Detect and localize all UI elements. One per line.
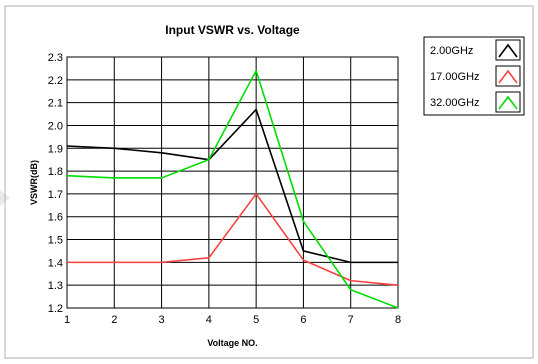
legend-swatch-line [498,43,518,58]
chart-title: Input VSWR vs. Voltage [165,23,300,37]
x-tick-label: 2 [111,314,117,326]
x-tick-label: 8 [395,314,401,326]
legend-label: 32.00GHz [430,97,480,109]
series-lines [66,69,399,309]
y-tick-label: 2.0 [48,120,63,132]
x-tick-label: 6 [300,314,306,326]
grid-lines [66,56,399,309]
y-tick-label: 2.3 [48,52,63,64]
y-tick-label: 1.9 [48,143,63,155]
x-tick-label: 3 [159,314,165,326]
legend-label: 17.00GHz [430,71,480,83]
y-tick-label: 1.7 [48,189,63,201]
x-tick-label: 1 [64,314,70,326]
legend: 2.00GHz 17.00GHz 32.00GHz [423,36,525,116]
y-tick-label: 2.2 [48,75,63,87]
legend-swatch-line [498,95,518,110]
y-tick-label: 1.8 [48,166,63,178]
legend-swatch-line [498,69,518,84]
series-line-1 [66,108,398,264]
legend-label: 2.00GHz [430,45,473,57]
y-tick-label: 1.3 [48,280,63,292]
legend-swatch [495,65,521,87]
legend-swatch [495,39,521,61]
series-line-3 [66,69,399,309]
y-tick-label: 1.5 [48,235,63,247]
chart-border [4,5,534,359]
y-tick-label: 1.4 [48,257,63,269]
x-tick-label: 5 [253,314,259,326]
y-tick-label: 1.2 [48,303,63,315]
x-tick-label: 4 [206,314,212,326]
x-axis-label: Voltage NO. [207,338,257,348]
tick-labels: 1 2 3 4 5 6 7 8 1.2 1.3 1.4 1.5 1.6 1.7 1.8 1.9 2.0 2.1 2.… [48,52,401,326]
legend-swatch [495,91,521,113]
y-tick-label: 2.1 [48,98,63,110]
plot-area [66,56,399,309]
y-axis-label: VSWR(dB) [29,160,39,205]
x-tick-label: 7 [348,314,354,326]
y-tick-label: 1.6 [48,212,63,224]
